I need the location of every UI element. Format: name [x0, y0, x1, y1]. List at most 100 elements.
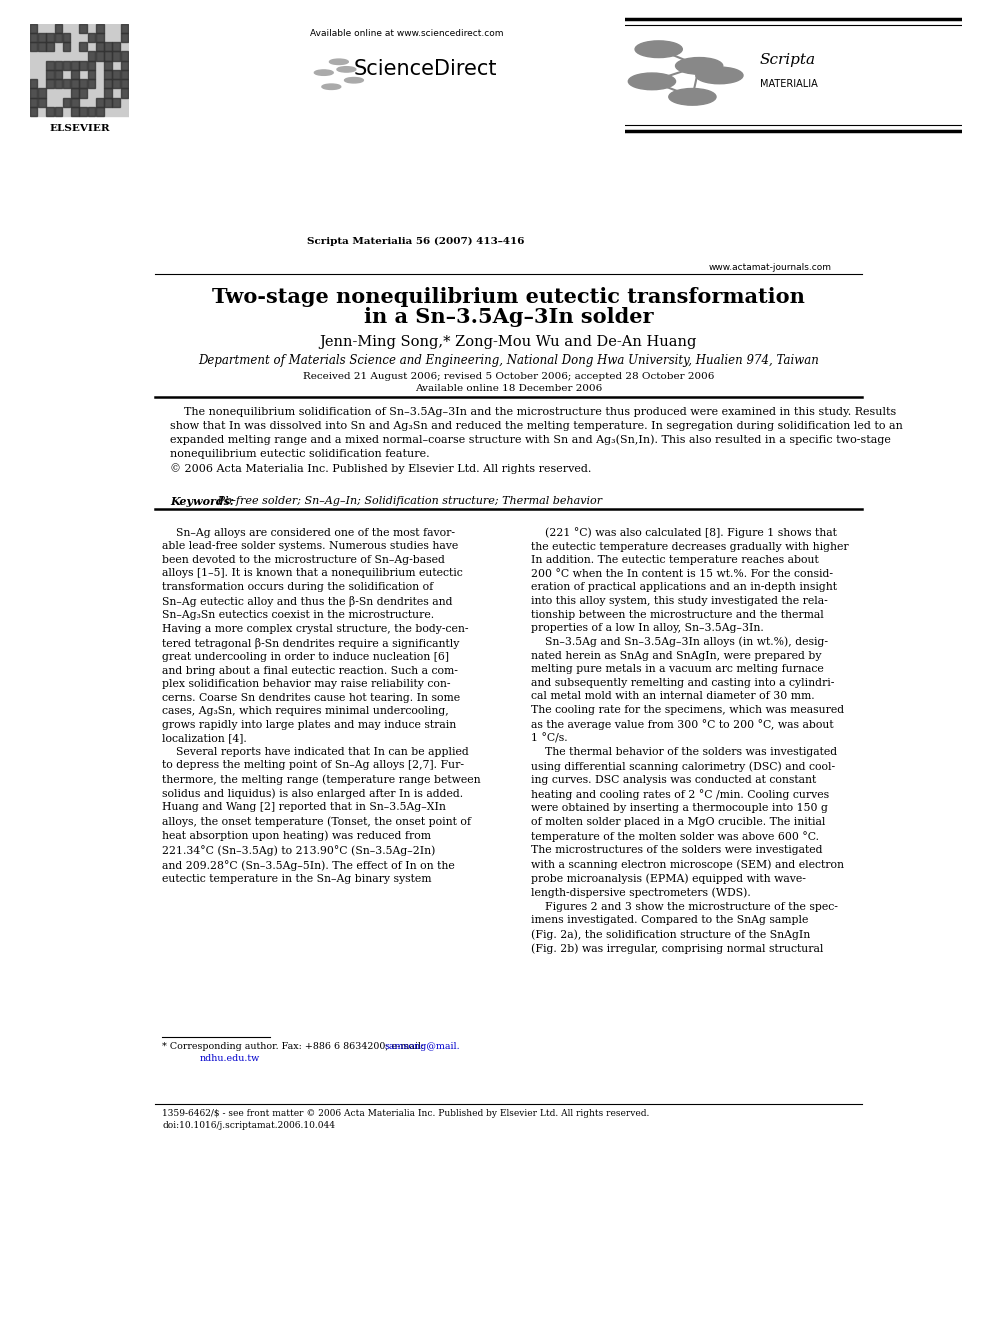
Bar: [55, 61, 62, 70]
Text: Available online 18 December 2006: Available online 18 December 2006: [415, 384, 602, 393]
Bar: [87, 79, 95, 89]
Bar: [79, 89, 87, 98]
Bar: [79, 24, 87, 33]
Text: Received 21 August 2006; revised 5 October 2006; accepted 28 October 2006: Received 21 August 2006; revised 5 Octob…: [303, 372, 714, 381]
Bar: [104, 79, 112, 89]
Bar: [71, 89, 78, 98]
Bar: [30, 42, 38, 52]
Bar: [104, 52, 112, 61]
Bar: [38, 42, 46, 52]
Bar: [87, 61, 95, 70]
Bar: [121, 33, 128, 42]
Text: 1359-6462/$ - see front matter © 2006 Acta Materialia Inc. Published by Elsevier: 1359-6462/$ - see front matter © 2006 Ac…: [163, 1109, 650, 1118]
Text: Scripta Materialia 56 (2007) 413–416: Scripta Materialia 56 (2007) 413–416: [308, 237, 525, 246]
Circle shape: [329, 60, 348, 65]
Bar: [87, 33, 95, 42]
Bar: [87, 52, 95, 61]
Bar: [71, 98, 78, 107]
Circle shape: [344, 78, 363, 83]
Bar: [104, 61, 112, 70]
Bar: [55, 79, 62, 89]
Text: ELSEVIER: ELSEVIER: [49, 123, 110, 132]
Bar: [87, 107, 95, 116]
Text: ScienceDirect: ScienceDirect: [354, 60, 497, 79]
Text: www.actamat-journals.com: www.actamat-journals.com: [708, 263, 831, 271]
Bar: [79, 79, 87, 89]
Bar: [71, 70, 78, 79]
Bar: [30, 24, 38, 33]
Text: Available online at www.sciencedirect.com: Available online at www.sciencedirect.co…: [310, 29, 504, 38]
Bar: [30, 24, 129, 116]
Bar: [112, 79, 120, 89]
Bar: [96, 24, 103, 33]
Text: Pb-free solder; Sn–Ag–In; Solidification structure; Thermal behavior: Pb-free solder; Sn–Ag–In; Solidification…: [214, 496, 602, 505]
Circle shape: [669, 89, 716, 106]
Bar: [96, 33, 103, 42]
Circle shape: [695, 67, 743, 83]
Text: Two-stage nonequilibrium eutectic transformation: Two-stage nonequilibrium eutectic transf…: [212, 287, 805, 307]
Text: in a Sn–3.5Ag–3In solder: in a Sn–3.5Ag–3In solder: [364, 307, 653, 328]
Bar: [112, 52, 120, 61]
Bar: [30, 33, 38, 42]
Text: Jenn-Ming Song,* Zong-Mou Wu and De-An Huang: Jenn-Ming Song,* Zong-Mou Wu and De-An H…: [319, 335, 697, 349]
Bar: [112, 70, 120, 79]
Bar: [62, 98, 70, 107]
Bar: [121, 79, 128, 89]
Text: Scripta: Scripta: [760, 53, 816, 67]
Circle shape: [321, 85, 340, 90]
Text: (221 °C) was also calculated [8]. Figure 1 shows that
the eutectic temperature d: (221 °C) was also calculated [8]. Figure…: [532, 528, 849, 954]
Bar: [121, 89, 128, 98]
Bar: [96, 98, 103, 107]
Bar: [38, 33, 46, 42]
Bar: [47, 107, 54, 116]
Text: MATERIALIA: MATERIALIA: [760, 79, 817, 89]
Bar: [47, 61, 54, 70]
Bar: [38, 98, 46, 107]
Bar: [55, 107, 62, 116]
Circle shape: [676, 57, 723, 74]
Bar: [121, 24, 128, 33]
Bar: [104, 42, 112, 52]
Bar: [96, 42, 103, 52]
Circle shape: [337, 66, 356, 71]
Bar: [55, 24, 62, 33]
Circle shape: [635, 41, 682, 58]
Bar: [79, 107, 87, 116]
Bar: [62, 33, 70, 42]
Bar: [47, 79, 54, 89]
Bar: [121, 52, 128, 61]
Bar: [71, 107, 78, 116]
Bar: [62, 61, 70, 70]
Bar: [30, 89, 38, 98]
Bar: [47, 42, 54, 52]
Bar: [87, 70, 95, 79]
Bar: [71, 79, 78, 89]
Bar: [71, 61, 78, 70]
Text: The nonequilibrium solidification of Sn–3.5Ag–3In and the microstructure thus pr: The nonequilibrium solidification of Sn–…: [171, 407, 903, 474]
Bar: [121, 61, 128, 70]
Text: Department of Materials Science and Engineering, National Dong Hwa University, H: Department of Materials Science and Engi…: [198, 355, 818, 368]
Bar: [47, 70, 54, 79]
Bar: [55, 70, 62, 79]
Circle shape: [628, 73, 676, 90]
Bar: [79, 42, 87, 52]
Bar: [30, 107, 38, 116]
Text: * Corresponding author. Fax: +886 6 8634200; e-mail:: * Corresponding author. Fax: +886 6 8634…: [163, 1043, 428, 1050]
Bar: [38, 89, 46, 98]
Bar: [112, 42, 120, 52]
Text: doi:10.1016/j.scriptamat.2006.10.044: doi:10.1016/j.scriptamat.2006.10.044: [163, 1122, 335, 1130]
Text: Sn–Ag alloys are considered one of the most favor-
able lead-free solder systems: Sn–Ag alloys are considered one of the m…: [163, 528, 481, 884]
Bar: [62, 42, 70, 52]
Bar: [121, 70, 128, 79]
Bar: [112, 98, 120, 107]
Text: samsong@mail.: samsong@mail.: [385, 1043, 460, 1050]
Bar: [79, 61, 87, 70]
Bar: [96, 107, 103, 116]
Bar: [47, 33, 54, 42]
Text: Keywords:: Keywords:: [171, 496, 234, 507]
Bar: [62, 79, 70, 89]
Text: ndhu.edu.tw: ndhu.edu.tw: [200, 1054, 260, 1064]
Circle shape: [314, 70, 333, 75]
Bar: [104, 98, 112, 107]
Bar: [104, 70, 112, 79]
